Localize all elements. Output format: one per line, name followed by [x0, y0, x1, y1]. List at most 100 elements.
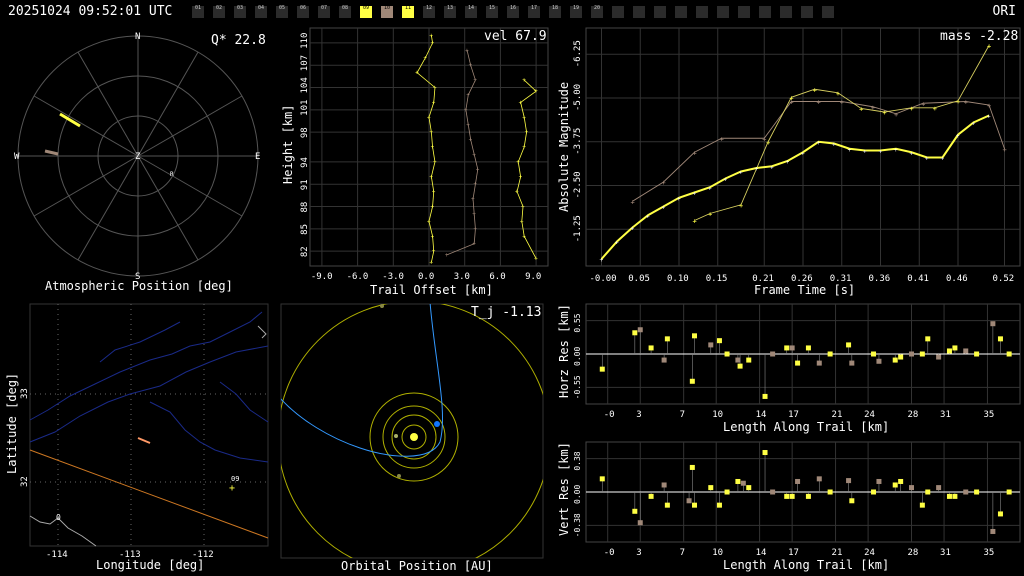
camera-box-blank29: [801, 6, 813, 18]
vert-ytick: 0.38: [573, 451, 582, 470]
magnitude-xlabel: Frame Time [s]: [754, 283, 855, 297]
vert-point: [689, 464, 695, 470]
vert-point: [746, 485, 752, 491]
horz-point: [735, 357, 741, 363]
height-point: +: [473, 226, 477, 233]
height-point: +: [516, 159, 520, 166]
height-series-line: [416, 35, 436, 263]
magnitude-smooth-point: +: [615, 240, 619, 247]
vert-point: [876, 478, 882, 484]
magnitude-yellow-point: +: [859, 106, 863, 114]
height-ytick: 110: [300, 33, 310, 49]
horz-point: [637, 327, 643, 333]
magnitude-smooth-point: +: [631, 226, 635, 233]
magnitude-tan-point: +: [693, 149, 697, 157]
vert-xtick: 10: [712, 548, 723, 558]
camera-box-17: 17: [528, 6, 540, 18]
camera-box-01: 01: [192, 6, 204, 18]
camera-box-blank27: [759, 6, 771, 18]
magnitude-ytick: -1.25: [573, 215, 583, 242]
horz-point: [892, 357, 898, 363]
height-point: +: [429, 129, 433, 136]
magnitude-smooth-point: +: [724, 177, 728, 184]
vert-point: [952, 493, 958, 499]
height-point: +: [415, 70, 419, 77]
map-ytick: 32: [20, 476, 30, 487]
height-point: +: [469, 62, 473, 69]
magnitude-smooth-point: +: [677, 196, 681, 203]
magnitude-smooth-point: +: [662, 205, 666, 212]
sky-track: [44, 149, 59, 156]
map-gridlines: [30, 304, 268, 546]
height-point: +: [427, 114, 431, 121]
magnitude-yellow-point: +: [987, 43, 991, 51]
magnitude-tan-point: +: [662, 179, 666, 187]
camera-09-label: 09: [231, 475, 239, 483]
camera-box-blank23: [675, 6, 687, 18]
height-point: +: [469, 137, 473, 144]
map-xtick: -113: [119, 550, 141, 560]
vert-xtick: 17: [788, 548, 799, 558]
magnitude-tan-point: +: [1003, 146, 1007, 154]
vert-xtick: 24: [864, 548, 875, 558]
horz-point: [919, 351, 925, 357]
vert-xtick: 31: [940, 548, 951, 558]
magnitude-yellow-point: +: [789, 94, 793, 102]
vert-xtick: 3: [636, 548, 641, 558]
vert-xtick: 7: [680, 548, 685, 558]
vert-point: [919, 502, 925, 508]
magnitude-smooth-point: +: [708, 185, 712, 192]
horz-ytick: -0.55: [573, 375, 582, 399]
vertical-residuals-plot: -0 3 7 10 14 17 21 24 28 31 35 0.38 0.00 -0.38 Length…: [557, 441, 1021, 572]
sky-spoke: [77, 51, 139, 157]
magnitude-smooth-point: +: [972, 121, 976, 128]
horz-xtick: 14: [756, 410, 767, 420]
camera-box-11: 11: [402, 6, 414, 18]
magnitude-smooth-point: +: [817, 140, 821, 147]
height-xtick: 0.0: [418, 272, 434, 282]
horz-xtick: 28: [908, 410, 919, 420]
radiant-label: R: [170, 171, 174, 178]
height-point: +: [465, 47, 469, 54]
vert-point: [805, 493, 811, 499]
magnitude-tan-point: +: [631, 198, 635, 206]
sky-grid: [17, 35, 259, 277]
horz-point: [846, 342, 852, 348]
camera-box-16: 16: [507, 6, 519, 18]
horz-point: [789, 345, 795, 351]
vert-point: [740, 480, 746, 486]
vert-point: [827, 489, 833, 495]
horz-point: [692, 333, 697, 339]
height-point: +: [534, 256, 538, 263]
height-point: +: [473, 77, 477, 84]
magnitude-ytick: -3.75: [573, 128, 583, 155]
vert-xtick: 28: [908, 548, 919, 558]
horz-res-grid: [586, 304, 1020, 404]
height-series-line: [446, 50, 479, 256]
magnitude-xtick: -0.00: [590, 274, 617, 284]
camera-box-19: 19: [570, 6, 582, 18]
height-point: +: [445, 252, 449, 259]
horz-point: [816, 360, 822, 366]
meteor-ground-path: [137, 437, 151, 444]
height-ytick: 98: [300, 127, 310, 138]
magnitude-tan-point: +: [840, 99, 844, 107]
height-point: +: [427, 218, 431, 225]
vert-xtick: 21: [832, 548, 843, 558]
horz-ytick: 0.55: [573, 313, 582, 332]
magnitude-grid: [586, 28, 1020, 266]
height-point: +: [431, 40, 435, 47]
height-ylabel: Height [km]: [281, 105, 295, 184]
magnitude-xtick: 0.31: [830, 274, 852, 284]
magnitude-smooth-point: +: [987, 114, 991, 121]
magnitude-smooth-point: +: [910, 150, 914, 157]
height-ytick: 104: [300, 77, 310, 93]
vert-res-xlabel: Length Along Trail [km]: [723, 558, 889, 572]
horz-xtick: 17: [788, 410, 799, 420]
meteoroid-orbit: [281, 304, 444, 457]
magnitude-xtick: 0.10: [667, 274, 689, 284]
vert-point: [708, 485, 714, 491]
height-ytick: 82: [300, 246, 310, 257]
horz-point: [849, 360, 855, 366]
vert-point: [892, 482, 898, 488]
